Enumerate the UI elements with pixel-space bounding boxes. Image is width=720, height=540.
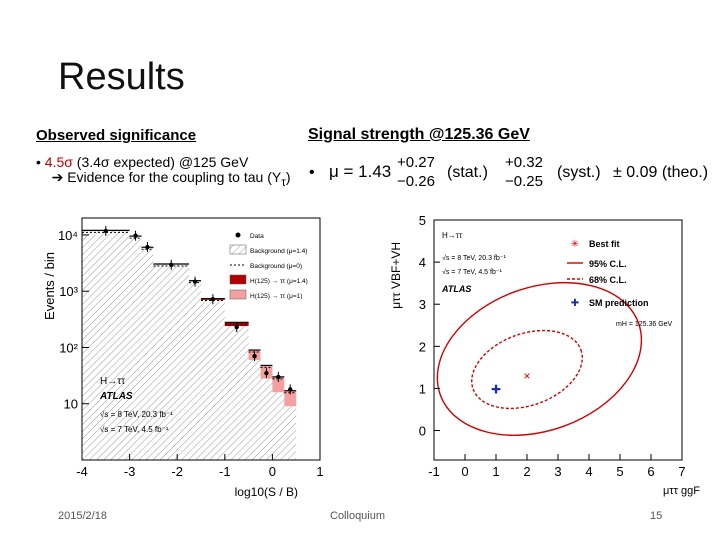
legend-label: Background (μ=0) [250,263,302,270]
stat-label: (stat.) [447,164,488,181]
expected-significance: (3.4σ expected) @125 GeV [76,154,249,170]
background-bar [189,281,201,460]
background-bar [260,378,273,460]
x-tick-label: 1 [316,464,323,479]
signal-strength-formula: • μ = 1.43 +0.27 −0.26 (stat.) +0.32 −0.… [309,154,708,190]
x-tick-label: 4 [585,464,592,479]
x-tick-label: -3 [124,464,136,479]
background-bar [224,326,249,460]
x-axis-label: μττ ggF [663,485,700,497]
x-tick-label: -2 [171,464,183,479]
background-bar [284,406,297,460]
stat-down: −0.26 [397,173,435,190]
legend-label: H(125) → ττ (μ=1) [250,293,302,300]
legend-marker [229,289,247,300]
stat-up: +0.27 [397,154,435,171]
legend-label: Best fit [589,239,620,249]
y-tick-label: 4 [419,255,426,270]
sm-prediction-marker: ✚ [491,382,501,396]
bullet-marker: • [36,154,41,170]
tau-subscript: τ [281,175,286,189]
x-tick-label: 1 [492,464,499,479]
annotation-mass: mH = 125.36 GeV [616,321,673,328]
legend-marker [229,244,247,255]
y-tick-label: 10 [64,397,78,412]
y-tick-label: 5 [419,213,426,228]
legend-best-fit-marker: ✳ [571,239,579,250]
y-axis-label: Events / bin [42,252,57,320]
signal-strength-contour-plot: × ✚ -1 0 1 2 3 4 5 6 7 0 1 2 3 4 5 ✳ ✚ Best fit 95% C.L. 68% … [390,213,700,497]
y-tick-label: 0 [419,424,426,439]
x-axis-label: log10(S / B) [235,485,298,499]
signal-bar [272,376,285,393]
evidence-text: Evidence for the coupling to tau (Y [67,169,282,185]
background-bar [141,247,154,460]
signal-strength-heading: Signal strength @125.36 GeV [308,126,530,143]
annotation-7tev: √s = 7 TeV, 4.5 fb⁻¹ [100,425,169,434]
annotation-atlas: ATLAS [99,391,133,402]
x-tick-label: 2 [523,464,530,479]
legend-label: 68% C.L. [589,275,627,285]
y-tick-label: 3 [419,297,426,312]
y-axis-label: μττ VBF+VH [390,242,403,309]
x-tick-label: -4 [76,464,88,479]
bullet-marker: • [309,164,315,181]
legend-label: SM prediction [589,298,649,308]
legend-sm-marker: ✚ [571,298,579,309]
legend-marker [235,232,241,238]
x-tick-label: -1 [219,464,231,479]
signal-bar [284,390,297,407]
closing-paren: ) [285,169,291,185]
background-bar [82,230,130,460]
annotation-8tev: √s = 8 TeV, 20.3 fb⁻¹ [100,410,173,419]
y-tick-label: 1 [419,381,426,396]
syst-up: +0.32 [505,154,543,171]
mu-value: μ = 1.43 [329,162,391,181]
x-tick-label: 0 [461,464,468,479]
x-tick-label: 3 [554,464,561,479]
log-s-over-b-histogram: -4 -3 -2 -1 0 1 10 10² 10³ 10⁴ Data Background (μ=1… [42,217,324,499]
x-tick-label: 7 [678,464,685,479]
y-tick-label: 10² [59,340,78,355]
best-fit-marker: × [523,369,530,383]
syst-down: −0.25 [505,173,543,190]
x-tick-label: 6 [647,464,654,479]
background-bar [248,359,261,460]
page-number: 15 [650,510,663,522]
plot-frame [81,217,321,461]
observed-significance-heading: Observed significance [36,127,197,144]
annotation-channel: H→ττ [442,231,463,240]
annotation-7tev: √s = 7 TeV, 4.5 fb⁻¹ [442,268,503,276]
annotation-atlas: ATLAS [441,284,471,294]
legend-label: Data [250,233,264,240]
syst-label: (syst.) [557,164,601,181]
significance-value: 4.5σ [44,154,73,170]
legend-label: H(125) → ττ (μ=1.4) [250,278,308,285]
annotation-channel: H→ττ [100,376,125,387]
legend-label: Background (μ=1.4) [250,248,307,255]
footer-date: 2015/2/18 [58,510,107,522]
y-tick-label: 10⁴ [58,228,78,243]
x-tick-label: 5 [616,464,623,479]
background-bar [129,236,142,460]
contour-95cl [436,281,643,436]
slide-title: Results [58,56,185,98]
legend-marker [229,274,247,285]
significance-bullet: • 4.5σ (3.4σ expected) @125 GeV ➔ Eviden… [36,155,304,190]
footer-event: Colloquium [330,510,386,522]
contour-68cl [471,329,583,410]
theo-uncertainty: ± 0.09 (theo.) [613,164,708,181]
y-tick-label: 10³ [59,284,78,299]
x-tick-label: -1 [428,464,440,479]
legend-label: 95% C.L. [589,259,627,269]
background-bar [272,392,285,460]
annotation-8tev: √s = 8 TeV, 20.3 fb⁻¹ [442,254,506,262]
background-bar [153,264,190,460]
x-tick-label: 0 [269,464,276,479]
arrow-icon: ➔ [51,169,64,185]
y-tick-label: 2 [419,339,426,354]
background-bar [201,299,225,460]
